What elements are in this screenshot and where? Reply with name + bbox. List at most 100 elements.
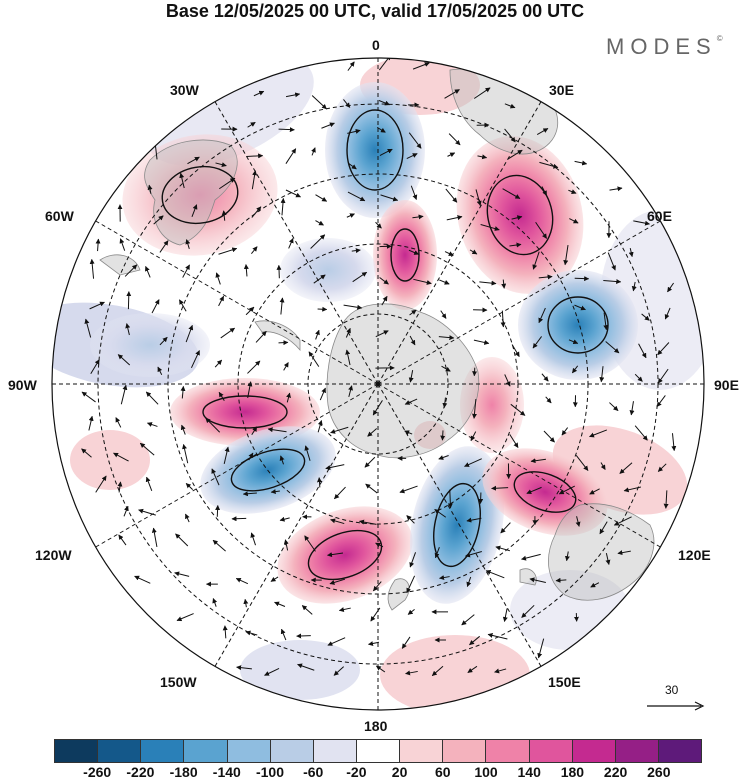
wind-arrow (222, 625, 228, 639)
wind-arrow (663, 490, 669, 509)
lon-label-30e: 30E (549, 82, 574, 98)
map-boundary (51, 57, 705, 711)
colorbar-tick-label: -180 (169, 764, 198, 780)
wind-arrow (180, 385, 186, 399)
colorbar-tick-label: 20 (391, 764, 408, 780)
wind-arrow (378, 58, 391, 71)
wind-arrow (404, 398, 418, 405)
wind-arrow (365, 483, 378, 494)
wind-arrow (431, 665, 444, 676)
wind-arrow (475, 189, 482, 207)
wind-arrow (95, 475, 107, 493)
wind-arrow (561, 427, 569, 436)
meridian-line (377, 220, 661, 385)
wind-arrow (607, 252, 616, 271)
wind-arrow (368, 641, 380, 646)
wind-arrow (532, 251, 540, 270)
wind-arrow (212, 598, 218, 607)
colorbar-swatch (529, 740, 573, 762)
wind-arrow (236, 665, 252, 671)
wind-arrow (367, 428, 378, 437)
wind-arrow (408, 132, 422, 149)
wind-arrow (469, 249, 478, 255)
wind-arrow (605, 341, 620, 354)
wind-arrow (408, 249, 420, 255)
wind-arrow (406, 153, 418, 160)
wind-arrow (283, 539, 289, 551)
wind-arrow (311, 95, 327, 110)
south-pole-dot (375, 381, 381, 387)
wind-arrow (346, 213, 355, 218)
wind-arrow (378, 100, 391, 106)
wind-arrow (343, 99, 351, 108)
wind-arrow (182, 443, 189, 464)
wind-arrow (270, 576, 279, 582)
colorbar-tick-label: -220 (126, 764, 155, 780)
wind-arrow (380, 194, 399, 202)
lon-label-120w: 120W (35, 547, 72, 563)
wind-arrow (495, 545, 510, 552)
wind-arrow (603, 278, 622, 284)
wind-arrow (657, 368, 669, 384)
wind-arrow (267, 427, 287, 433)
wind-arrow (541, 186, 548, 196)
reference-vector-arrow (647, 701, 705, 711)
wind-arrow (214, 359, 223, 368)
wind-arrow (182, 264, 190, 278)
wind-arrow (657, 463, 667, 472)
colorbar-swatch (227, 740, 271, 762)
wind-arrow (117, 354, 131, 366)
wind-arrow (315, 194, 328, 202)
colorbar-ticks: -260 -220 -180 -140 -100 -60 -20 20 60 100 140 180 2… (54, 764, 702, 782)
wind-arrow (634, 373, 643, 382)
colorbar-tick-label: 100 (474, 764, 498, 780)
wind-arrow (469, 635, 480, 646)
wind-arrow (539, 161, 559, 169)
wind-arrow (509, 242, 522, 248)
wind-arrow (568, 189, 577, 194)
wind-arrow (502, 608, 508, 623)
colorbar-swatch (141, 740, 185, 762)
lon-label-90e: 90E (714, 377, 739, 393)
wind-arrow (401, 636, 411, 649)
wind-arrow (529, 577, 546, 583)
wind-arrow (379, 277, 389, 285)
wind-arrow (375, 542, 384, 548)
wind-arrow (473, 339, 490, 345)
wind-arrow (145, 265, 151, 278)
wind-arrow (310, 234, 326, 249)
wind-arrow (461, 614, 475, 626)
wind-arrow (115, 417, 122, 428)
wind-arrow (276, 264, 282, 279)
wind-arrow (81, 391, 96, 403)
wind-arrow (376, 126, 386, 133)
colorbar-swatch (98, 740, 142, 762)
wind-arrow (187, 156, 200, 165)
wind-arrow (311, 147, 316, 156)
wind-arrow (120, 384, 128, 405)
wind-arrow (381, 295, 388, 306)
shading-layer (52, 58, 704, 710)
lon-label-60e: 60E (647, 208, 672, 224)
wind-arrow (220, 327, 236, 339)
wind-arrow (558, 485, 575, 495)
wind-arrow (439, 279, 450, 285)
lon-label-90w: 90W (8, 377, 37, 393)
wind-arrow (90, 359, 100, 375)
wind-arrow (501, 279, 507, 289)
wind-arrow (174, 571, 190, 577)
wind-arrow (536, 128, 549, 135)
wind-arrow (84, 318, 92, 338)
colorbar-swatch (184, 740, 228, 762)
wind-arrow (185, 483, 194, 491)
wind-arrow (301, 605, 313, 615)
wind-arrow (159, 336, 168, 346)
wind-arrow (575, 455, 589, 471)
wind-arrow (285, 92, 301, 98)
wind-arrow (330, 426, 349, 434)
wind-arrow (205, 417, 221, 433)
wind-arrow (248, 452, 254, 461)
wind-arrow (504, 103, 516, 109)
wind-arrow (657, 342, 670, 356)
wind-arrow (347, 191, 366, 202)
